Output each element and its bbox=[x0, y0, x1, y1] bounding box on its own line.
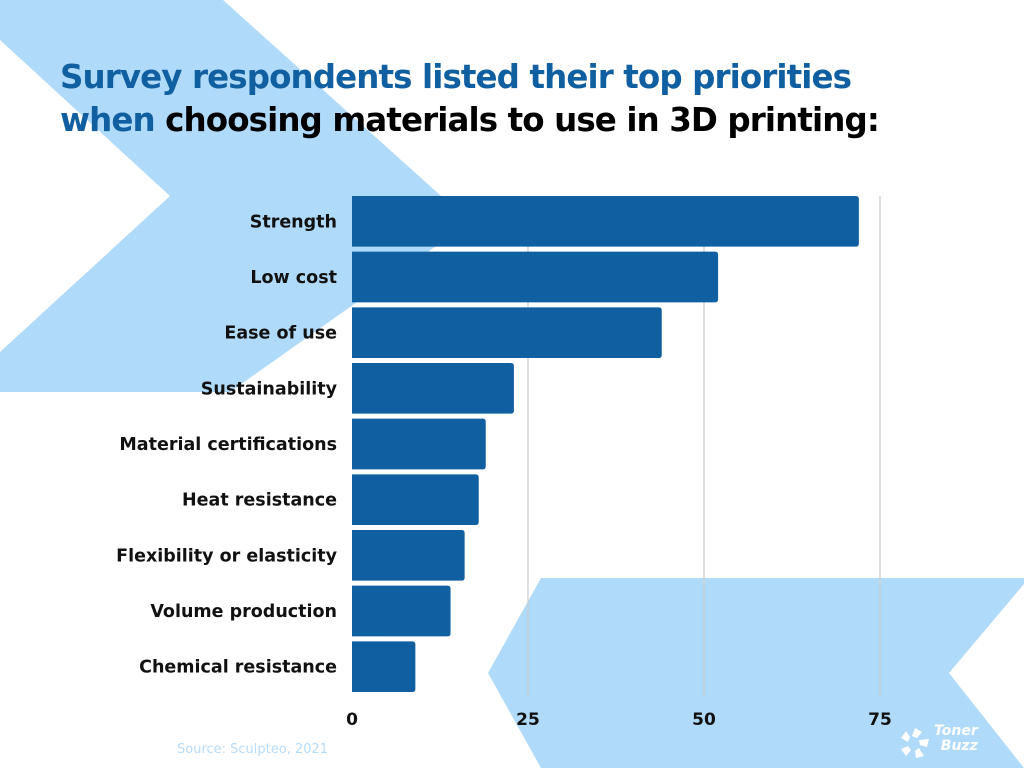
logo-wordmark: Toner Buzz bbox=[934, 724, 978, 754]
right-chevron-shape bbox=[488, 578, 1024, 768]
source-note: Source: Sculpteo, 2021 bbox=[177, 742, 329, 757]
category-label: Low cost bbox=[250, 268, 337, 288]
bars bbox=[352, 196, 859, 692]
x-tick-labels: 0 25 50 75 bbox=[346, 710, 892, 730]
bar-strength bbox=[352, 196, 859, 247]
category-label: Flexibility or elasticity bbox=[116, 546, 337, 566]
x-tick-label: 0 bbox=[346, 710, 358, 730]
title-line1: Survey respondents listed their top prio… bbox=[60, 58, 852, 96]
bar-flexibility-or-elasticity bbox=[352, 530, 465, 581]
bar-volume-production bbox=[352, 585, 451, 637]
x-tick-label: 50 bbox=[692, 710, 716, 730]
bar-ease-of-use bbox=[352, 307, 662, 358]
bar-chemical-resistance bbox=[352, 641, 416, 692]
bar-heat-resistance bbox=[352, 474, 479, 525]
title-line2-blue: when bbox=[60, 101, 156, 139]
logo-line1: Toner bbox=[934, 723, 978, 739]
category-label: Volume production bbox=[150, 602, 337, 622]
bar-sustainability bbox=[352, 363, 514, 414]
category-label: Ease of use bbox=[224, 324, 337, 344]
logo-line2: Buzz bbox=[940, 738, 978, 754]
toner-buzz-logo: Toner Buzz bbox=[896, 722, 978, 762]
category-label: Strength bbox=[250, 212, 337, 232]
x-tick-label: 25 bbox=[516, 710, 540, 730]
category-label: Material certifications bbox=[119, 435, 337, 455]
x-tick-label: 75 bbox=[868, 710, 892, 730]
category-label: Heat resistance bbox=[182, 491, 337, 511]
title-line2-black: choosing materials to use in 3D printing… bbox=[165, 101, 880, 139]
category-labels: Strength Low cost Ease of use Sustainabilit… bbox=[116, 212, 337, 677]
bar-low-cost bbox=[352, 251, 719, 303]
page-title: Survey respondents listed their top prio… bbox=[60, 56, 1020, 142]
shutter-swirl-icon bbox=[901, 728, 929, 758]
bar-material-certifications bbox=[352, 418, 486, 470]
category-label: Chemical resistance bbox=[139, 658, 337, 678]
category-label: Sustainability bbox=[201, 379, 338, 399]
